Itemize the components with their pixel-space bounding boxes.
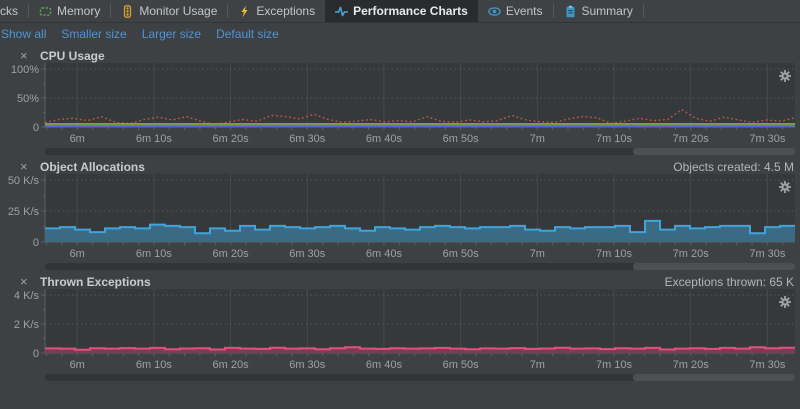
clipboard-icon bbox=[564, 5, 577, 18]
tab-label: Summary bbox=[581, 4, 633, 18]
cpu-usage-panel: × CPU Usage 100% 50% 0 6m 6m 10s 6m 20s 6m 30s… bbox=[0, 48, 800, 155]
chart-scrollbar[interactable] bbox=[45, 374, 795, 381]
panel-header: × CPU Usage bbox=[0, 48, 800, 63]
svg-text:6m 10s: 6m 10s bbox=[136, 248, 173, 260]
show-all-link[interactable]: Show all bbox=[1, 26, 47, 41]
default-size-link[interactable]: Default size bbox=[216, 26, 279, 41]
larger-size-link[interactable]: Larger size bbox=[141, 26, 202, 41]
pulse-icon bbox=[335, 5, 349, 18]
svg-text:7m 10s: 7m 10s bbox=[596, 359, 633, 371]
svg-text:25 K/s: 25 K/s bbox=[8, 206, 40, 218]
smaller-size-link[interactable]: Smaller size bbox=[61, 26, 127, 41]
svg-text:6m 30s: 6m 30s bbox=[289, 359, 326, 371]
svg-text:7m 20s: 7m 20s bbox=[673, 248, 710, 260]
panel-stat: Objects created: 4.5 M bbox=[673, 159, 794, 174]
chart-size-toolbar: Show all Smaller size Larger size Defaul… bbox=[0, 23, 800, 44]
panel-title: Thrown Exceptions bbox=[40, 274, 151, 289]
svg-text:6m 50s: 6m 50s bbox=[443, 133, 480, 145]
object-allocations-chart-area: 50 K/s 25 K/s 0 6m 6m 10s 6m 20s 6m 30s 6m 40s 6… bbox=[0, 174, 800, 262]
svg-text:100%: 100% bbox=[11, 64, 39, 76]
panel-title: Object Allocations bbox=[40, 159, 145, 174]
scrollbar-thumb[interactable] bbox=[633, 374, 795, 381]
svg-text:6m 10s: 6m 10s bbox=[136, 133, 173, 145]
tab-label: cks bbox=[0, 4, 18, 18]
close-icon[interactable]: × bbox=[20, 48, 28, 63]
traffic-light-icon bbox=[121, 4, 134, 18]
tab-performance-charts[interactable]: Performance Charts bbox=[325, 0, 478, 22]
svg-text:6m 40s: 6m 40s bbox=[366, 248, 403, 260]
svg-text:6m: 6m bbox=[70, 248, 85, 260]
gear-icon[interactable] bbox=[778, 69, 792, 83]
tab-separator bbox=[28, 4, 29, 18]
panel-header: × Object Allocations Objects created: 4.… bbox=[0, 159, 800, 174]
tab-events[interactable]: Events bbox=[478, 0, 553, 22]
svg-text:6m 10s: 6m 10s bbox=[136, 359, 173, 371]
lightning-icon bbox=[238, 5, 251, 18]
svg-text:6m 40s: 6m 40s bbox=[366, 359, 403, 371]
thrown-exceptions-chart-area: 4 K/s 2 K/s 0 6m 6m 10s 6m 20s 6m 30s 6m 40s 6m … bbox=[0, 289, 800, 373]
panel-header: × Thrown Exceptions Exceptions thrown: 6… bbox=[0, 274, 800, 289]
gear-icon[interactable] bbox=[778, 295, 792, 309]
svg-text:0: 0 bbox=[33, 237, 39, 249]
svg-text:6m 20s: 6m 20s bbox=[213, 133, 250, 145]
tab-label: Performance Charts bbox=[353, 4, 468, 18]
svg-text:7m: 7m bbox=[530, 133, 545, 145]
tab-memory[interactable]: Memory bbox=[29, 0, 110, 22]
close-icon[interactable]: × bbox=[20, 274, 28, 289]
tab-separator bbox=[642, 4, 644, 18]
svg-text:0: 0 bbox=[33, 122, 39, 134]
object-allocations-panel: × Object Allocations Objects created: 4.… bbox=[0, 159, 800, 270]
object-allocations-chart: 50 K/s 25 K/s 0 6m 6m 10s 6m 20s 6m 30s 6m 40s 6… bbox=[8, 174, 795, 260]
svg-text:6m 20s: 6m 20s bbox=[213, 248, 250, 260]
tab-label: Memory bbox=[57, 4, 101, 18]
tab-label: Events bbox=[505, 4, 543, 18]
tab-summary[interactable]: Summary bbox=[554, 0, 643, 22]
gear-icon[interactable] bbox=[778, 180, 792, 194]
svg-text:6m 30s: 6m 30s bbox=[289, 248, 326, 260]
svg-text:7m 30s: 7m 30s bbox=[749, 359, 786, 371]
chart-scrollbar[interactable] bbox=[45, 263, 795, 270]
memory-icon bbox=[39, 5, 52, 18]
svg-text:4 K/s: 4 K/s bbox=[14, 290, 40, 302]
svg-text:7m 30s: 7m 30s bbox=[749, 133, 786, 145]
tab-bar: cks Memory Monitor Usage Exceptions Perf… bbox=[0, 0, 800, 23]
svg-text:0: 0 bbox=[33, 348, 39, 360]
svg-text:6m: 6m bbox=[70, 133, 85, 145]
svg-text:7m 20s: 7m 20s bbox=[673, 133, 710, 145]
svg-text:7m: 7m bbox=[530, 359, 545, 371]
thrown-exceptions-chart: 4 K/s 2 K/s 0 6m 6m 10s 6m 20s 6m 30s 6m 40s 6m … bbox=[14, 289, 795, 371]
tab-exceptions[interactable]: Exceptions bbox=[228, 0, 325, 22]
svg-text:6m: 6m bbox=[70, 359, 85, 371]
tab-label: Monitor Usage bbox=[139, 4, 218, 18]
thrown-exceptions-panel: × Thrown Exceptions Exceptions thrown: 6… bbox=[0, 274, 800, 381]
svg-text:6m 40s: 6m 40s bbox=[366, 133, 403, 145]
svg-text:7m 10s: 7m 10s bbox=[596, 133, 633, 145]
tab-separator bbox=[552, 4, 554, 18]
svg-text:6m 30s: 6m 30s bbox=[289, 133, 326, 145]
cpu-usage-chart: 100% 50% 0 6m 6m 10s 6m 20s 6m 30s 6m 40s 6m 50s… bbox=[11, 63, 796, 145]
svg-text:7m: 7m bbox=[530, 248, 545, 260]
close-icon[interactable]: × bbox=[20, 159, 28, 174]
panel-stat: Exceptions thrown: 65 K bbox=[664, 274, 794, 289]
svg-text:7m 30s: 7m 30s bbox=[749, 248, 786, 260]
svg-text:7m 10s: 7m 10s bbox=[596, 248, 633, 260]
cpu-usage-chart-area: 100% 50% 0 6m 6m 10s 6m 20s 6m 30s 6m 40s 6m 50s… bbox=[0, 63, 800, 147]
tab-callstacks[interactable]: cks bbox=[0, 0, 28, 22]
svg-text:50%: 50% bbox=[17, 93, 39, 105]
svg-text:2 K/s: 2 K/s bbox=[14, 319, 40, 331]
svg-text:50 K/s: 50 K/s bbox=[8, 175, 40, 187]
svg-text:7m 20s: 7m 20s bbox=[673, 359, 710, 371]
svg-text:6m 50s: 6m 50s bbox=[443, 359, 480, 371]
scrollbar-thumb[interactable] bbox=[633, 263, 795, 270]
tab-separator bbox=[227, 4, 229, 18]
tab-separator bbox=[110, 4, 112, 18]
svg-text:6m 50s: 6m 50s bbox=[443, 248, 480, 260]
tab-monitor-usage[interactable]: Monitor Usage bbox=[111, 0, 227, 22]
svg-text:6m 20s: 6m 20s bbox=[213, 359, 250, 371]
scrollbar-thumb[interactable] bbox=[633, 148, 795, 155]
eye-icon bbox=[488, 5, 501, 18]
panel-title: CPU Usage bbox=[40, 48, 105, 63]
tab-label: Exceptions bbox=[256, 4, 316, 18]
chart-scrollbar[interactable] bbox=[45, 148, 795, 155]
